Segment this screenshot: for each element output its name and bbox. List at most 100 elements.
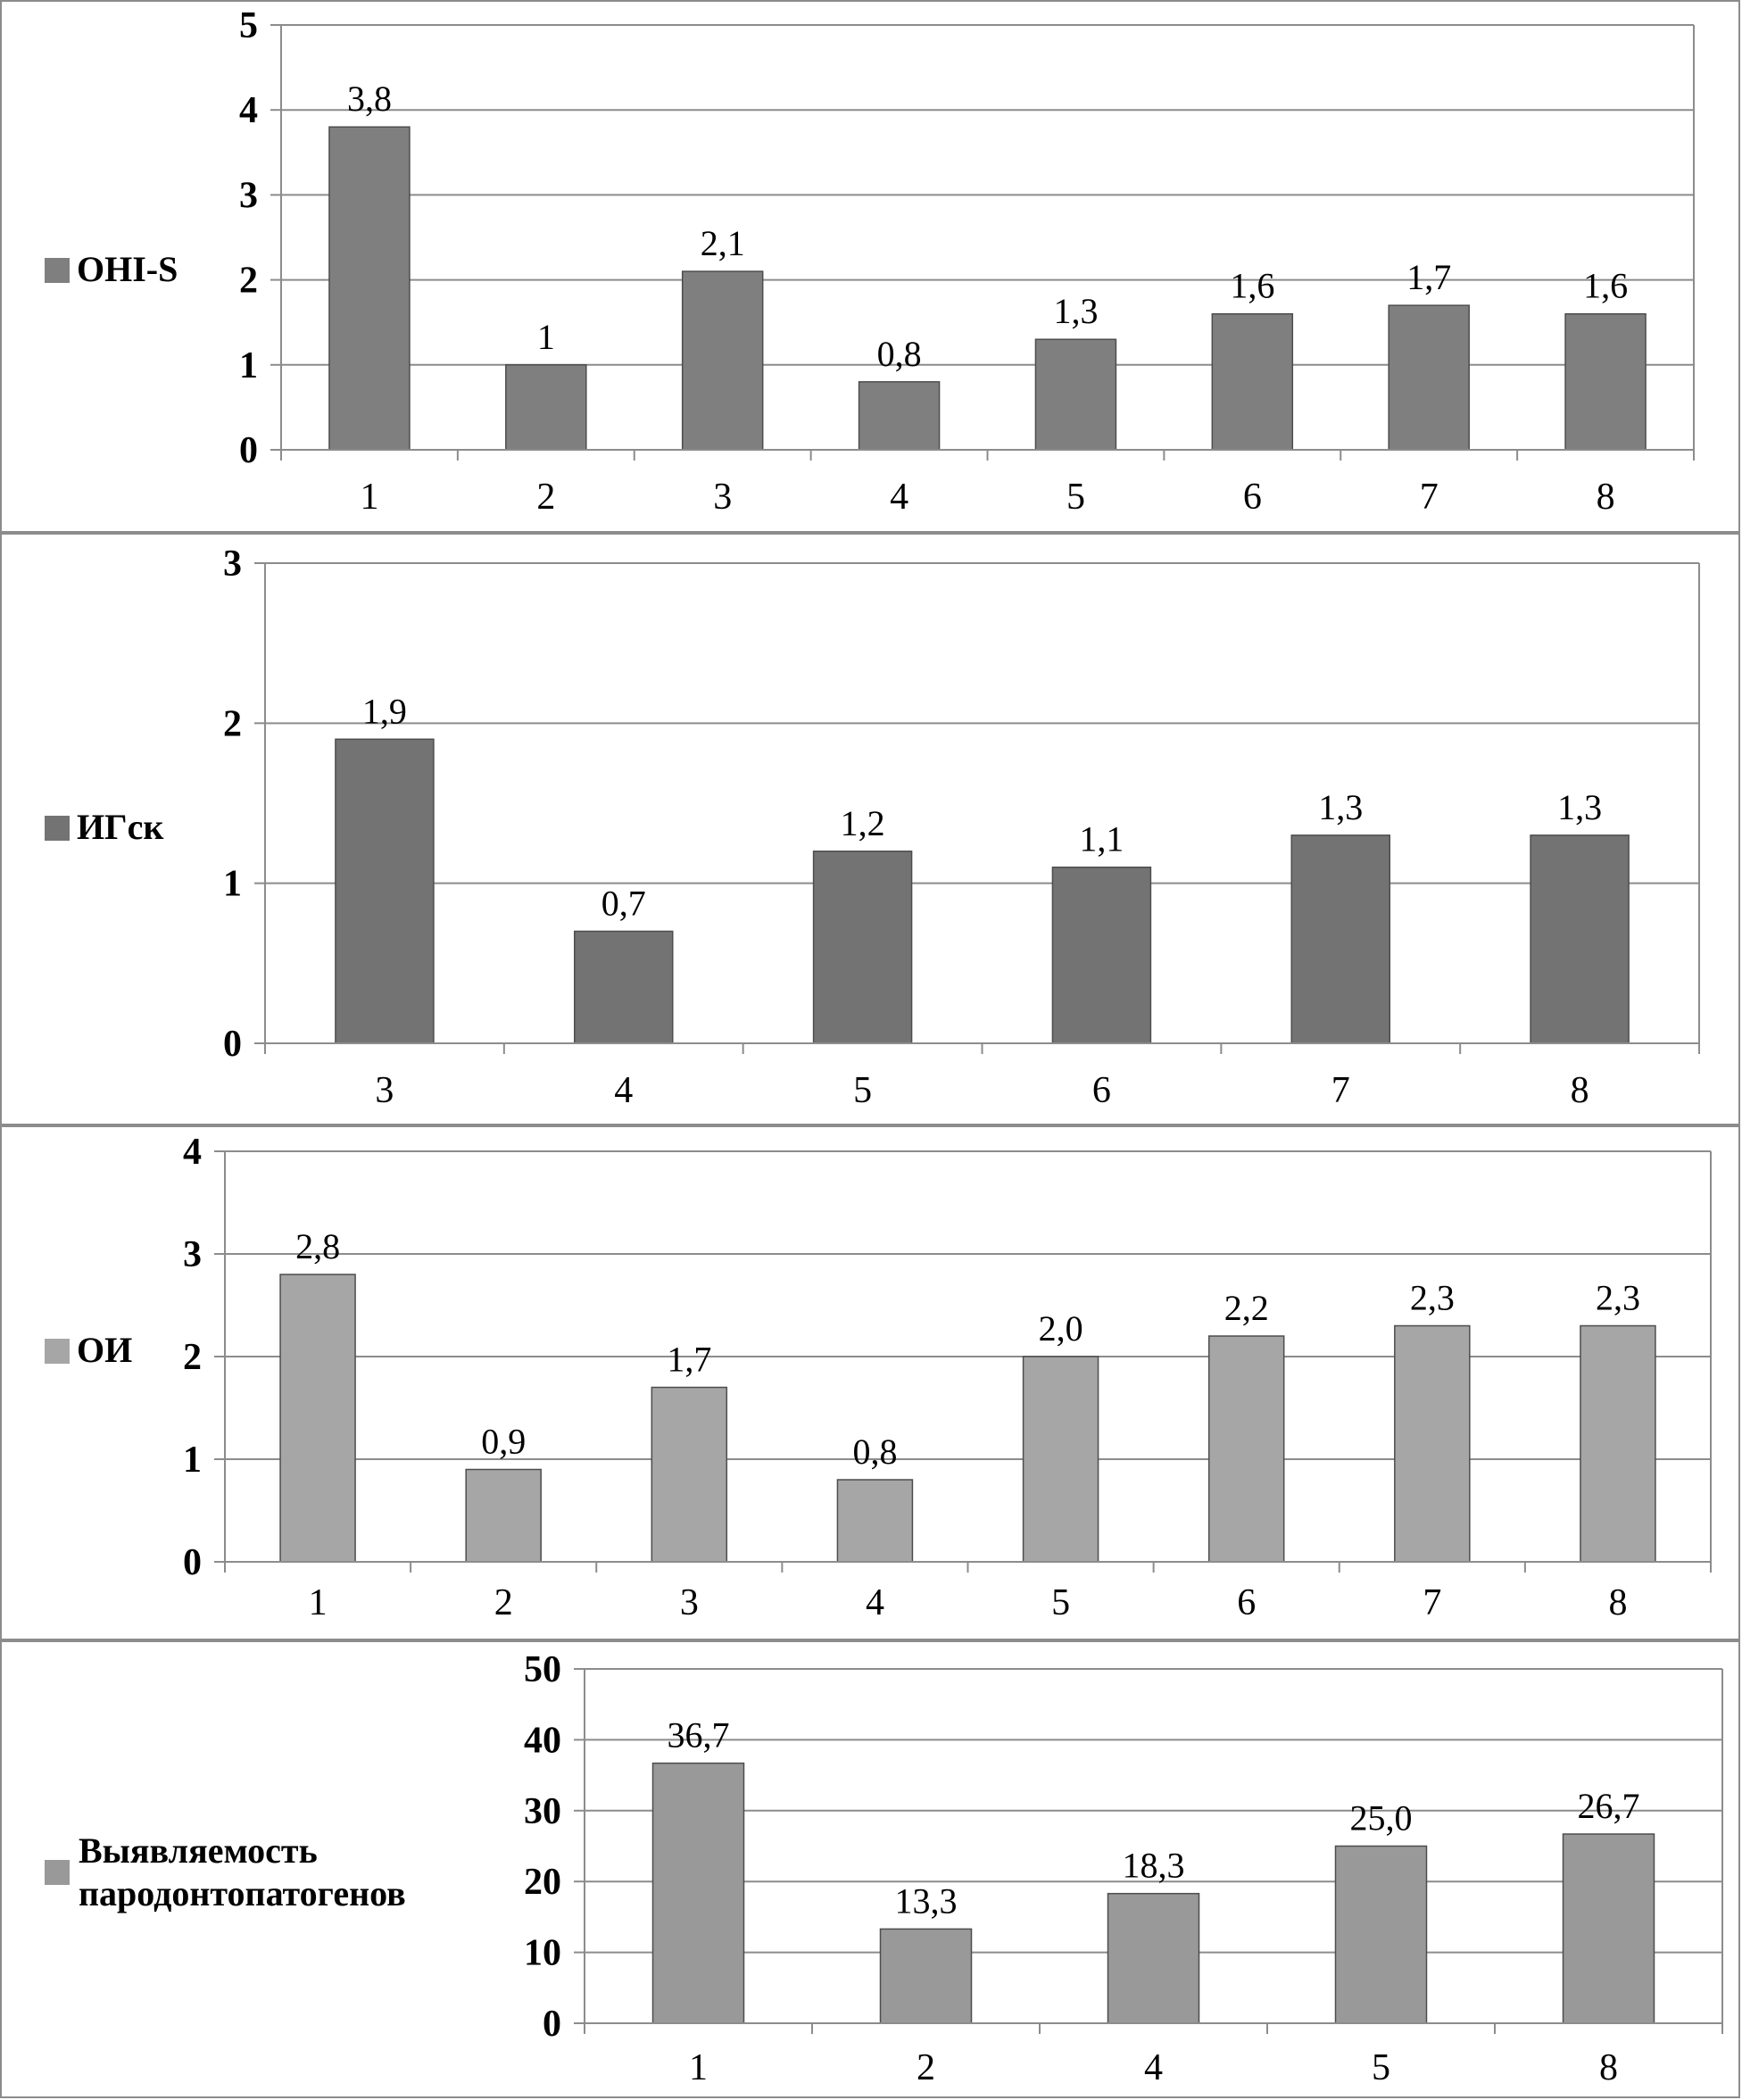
data-label: 1,6	[1583, 266, 1628, 306]
bar	[1051, 866, 1152, 1044]
x-tick-label: 2	[917, 2047, 935, 2088]
x-tick-label: 4	[1144, 2047, 1163, 2088]
y-tick-label: 4	[239, 90, 258, 131]
y-tick-label: 5	[239, 5, 258, 46]
bar	[1394, 1324, 1471, 1563]
bar	[1564, 312, 1647, 451]
legend-swatch	[45, 258, 70, 283]
chart-2: 0 1 2 3 1,9 3 0,7 4 1,2 5 1,1 6 1,3 7 1,3 8	[223, 544, 1700, 1111]
chart-panel-4: 0 10 20 30 40 50 36,7 1 13,3 2 18,3 4 25,0 5 26,7 8 Выяв…	[0, 1640, 1740, 2098]
data-label: 2,3	[1596, 1278, 1640, 1318]
legend: ИГск	[45, 806, 163, 849]
bar	[1022, 1356, 1099, 1563]
legend-label: ОИ	[77, 1330, 133, 1370]
chart-1: 0 1 2 3 4 5 3,8 1 1 2 2,1 3 0,8 4 1,3 5 1,6 6 1,7 7 1,6 8	[239, 5, 1695, 518]
data-label: 1,3	[1557, 787, 1602, 827]
data-label: 0,9	[481, 1422, 526, 1462]
x-tick-label: 8	[1597, 477, 1615, 518]
data-label: 1,2	[841, 803, 885, 843]
x-tick-label: 3	[375, 1070, 394, 1111]
data-label: 36,7	[668, 1715, 730, 1756]
y-tick-label: 30	[524, 1791, 561, 1832]
data-label: 1,3	[1053, 291, 1098, 331]
chart-panel-2: 0 1 2 3 1,9 3 0,7 4 1,2 5 1,1 6 1,3 7 1,3 8 ИГск	[0, 533, 1740, 1125]
x-tick-label: 4	[866, 1582, 884, 1623]
data-label: 2,0	[1039, 1308, 1083, 1349]
legend: ОИ	[45, 1329, 132, 1372]
data-label: 18,3	[1123, 1846, 1185, 1886]
y-tick-label: 4	[183, 1132, 202, 1173]
bar	[1334, 1845, 1428, 2024]
chart-4: 0 10 20 30 40 50 36,7 1 13,3 2 18,3 4 25,0 5 26,7 8	[524, 1649, 1723, 2088]
x-tick-label: 7	[1423, 1582, 1441, 1623]
data-label: 1,3	[1318, 787, 1363, 827]
bar	[1211, 312, 1294, 451]
data-label: 1,7	[1406, 257, 1451, 297]
legend-swatch	[45, 1860, 70, 1885]
y-tick-label: 1	[223, 864, 242, 905]
x-tick-label: 1	[309, 1582, 328, 1623]
data-label: 1	[537, 317, 555, 357]
y-tick-label: 1	[183, 1440, 202, 1481]
legend-label: OHI-S	[77, 249, 178, 289]
bar	[1388, 304, 1470, 451]
y-tick-label: 2	[183, 1337, 202, 1378]
bar	[836, 1479, 914, 1563]
x-tick-label: 4	[614, 1070, 633, 1111]
y-tick-label: 2	[239, 261, 258, 302]
x-tick-label: 1	[360, 477, 378, 518]
x-tick-label: 8	[1599, 2047, 1618, 2088]
data-label: 13,3	[895, 1880, 958, 1921]
y-tick-label: 50	[524, 1649, 561, 1690]
data-label: 1,9	[362, 691, 407, 731]
x-tick-label: 7	[1420, 477, 1439, 518]
legend-label: Выявляемость пародонтопатогенов	[79, 1830, 406, 1913]
bar	[505, 364, 587, 451]
x-tick-label: 5	[1066, 477, 1085, 518]
bar	[681, 270, 764, 451]
bar	[279, 1274, 356, 1563]
data-label: 1,6	[1230, 266, 1274, 306]
bar	[879, 1928, 973, 2024]
x-tick-label: 5	[853, 1070, 872, 1111]
bar	[574, 930, 674, 1044]
data-label: 2,1	[701, 223, 745, 263]
bar	[1034, 338, 1117, 451]
legend-swatch	[45, 1339, 70, 1364]
y-tick-label: 0	[223, 1024, 242, 1065]
bar	[1530, 834, 1630, 1044]
data-label: 1,1	[1079, 819, 1124, 859]
data-label: 25,0	[1350, 1798, 1413, 1839]
bar	[651, 1386, 728, 1563]
x-tick-label: 7	[1331, 1070, 1350, 1111]
data-label: 0,7	[601, 883, 646, 923]
x-tick-label: 2	[494, 1582, 513, 1623]
x-tick-label: 6	[1092, 1070, 1111, 1111]
y-tick-label: 0	[543, 2004, 561, 2045]
y-tick-label: 3	[239, 175, 258, 216]
data-label: 3,8	[347, 79, 392, 119]
y-tick-label: 20	[524, 1862, 561, 1903]
x-tick-label: 5	[1372, 2047, 1390, 2088]
bar	[1207, 1335, 1285, 1563]
data-label: 2,3	[1410, 1278, 1455, 1318]
x-tick-label: 3	[680, 1582, 699, 1623]
y-tick-label: 0	[183, 1542, 202, 1583]
y-tick-label: 2	[223, 703, 242, 744]
bar	[651, 1762, 745, 2024]
legend: OHI-S	[45, 248, 178, 291]
data-label: 0,8	[852, 1432, 897, 1472]
data-label: 26,7	[1578, 1786, 1640, 1826]
bar	[1580, 1324, 1656, 1563]
bar	[465, 1468, 542, 1563]
data-label: 2,8	[295, 1226, 340, 1266]
y-tick-label: 3	[223, 544, 242, 585]
legend: Выявляемость пародонтопатогенов	[45, 1830, 406, 1915]
x-tick-label: 3	[713, 477, 732, 518]
legend-swatch	[45, 816, 70, 841]
bar	[1562, 1833, 1655, 2024]
y-tick-label: 3	[183, 1234, 202, 1275]
x-tick-label: 6	[1243, 477, 1262, 518]
x-tick-label: 8	[1571, 1070, 1589, 1111]
y-tick-label: 40	[524, 1720, 561, 1761]
